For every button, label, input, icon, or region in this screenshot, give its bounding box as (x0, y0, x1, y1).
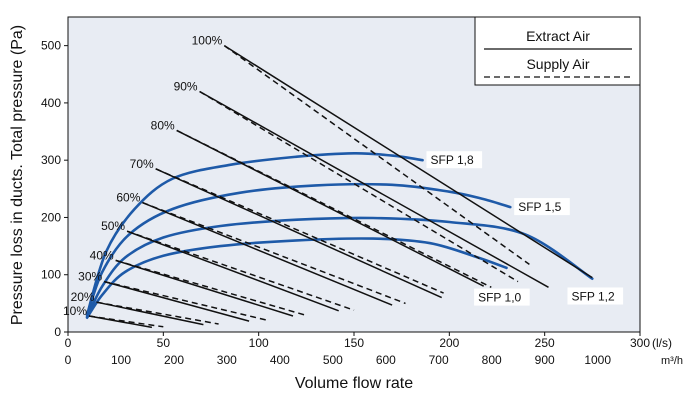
fan-extract-line-5 (126, 230, 339, 312)
x-secondary-tick-label-2: 200 (164, 353, 184, 367)
fan-speed-label-3: 70% (130, 157, 154, 171)
x-tick-label-5: 250 (535, 336, 555, 350)
fan-extract-line-3 (155, 168, 443, 299)
fan-speed-label-2: 80% (151, 118, 175, 132)
legend-extract-label: Extract Air (526, 28, 590, 44)
x-tick-label-2: 100 (249, 336, 269, 350)
fan-extract-line-8 (96, 301, 204, 326)
sfp-label-2: SFP 1,2 (572, 290, 615, 304)
x-secondary-tick-label-8: 800 (482, 353, 502, 367)
fan-speed-label-5: 50% (101, 219, 125, 233)
x-secondary-tick-label-4: 400 (270, 353, 290, 367)
fan-supply-line-1 (199, 90, 519, 283)
y-tick-label-2: 200 (41, 210, 61, 224)
y-tick-label-1: 100 (41, 268, 61, 282)
fan-extract-line-4 (142, 201, 393, 306)
fan-speed-label-0: 100% (192, 34, 223, 48)
sfp-label-1: SFP 1,5 (518, 200, 561, 214)
x-secondary-tick-label-9: 900 (535, 353, 555, 367)
x-axis-unit-ls: (l/s) (652, 336, 672, 350)
y-tick-label-3: 300 (41, 153, 61, 167)
sfp-curve-0 (85, 151, 424, 317)
fan-supply-line-6 (115, 259, 307, 317)
x-secondary-tick-label-10: 1000 (584, 353, 611, 367)
x-secondary-tick-label-5: 500 (323, 353, 343, 367)
y-tick-label-5: 500 (41, 39, 61, 53)
fan-supply-line-5 (126, 230, 355, 311)
fan-extract-line-7 (104, 280, 250, 322)
x-axis-title: Volume flow rate (295, 375, 413, 392)
x-secondary-tick-label-7: 700 (429, 353, 449, 367)
fan-speed-label-9: 10% (63, 304, 87, 318)
fan-supply-line-7 (104, 280, 267, 321)
sfp-label-bg-2 (567, 287, 624, 305)
sfp-curve-1 (85, 182, 512, 318)
fan-extract-line-2 (176, 129, 485, 287)
legend-supply-label: Supply Air (526, 56, 589, 72)
fan-extract-line-1 (199, 90, 549, 288)
fan-speed-label-8: 20% (71, 290, 95, 304)
x-secondary-tick-label-0: 0 (65, 353, 72, 367)
y-axis-title: Pressure loss in ducts. Total pressure (… (9, 25, 26, 325)
fan-speed-label-6: 40% (90, 248, 114, 262)
legend: Extract Air Supply Air (474, 16, 641, 86)
legend-box (474, 16, 641, 86)
sfp-label-bg-0 (426, 151, 483, 169)
y-tick-label-0: 0 (54, 325, 61, 339)
x-axis-unit-m3h: m³/h (661, 355, 683, 367)
fan-supply-line-9 (88, 315, 164, 328)
x-secondary-tick-label-3: 300 (217, 353, 237, 367)
sfp-label-3: SFP 1,0 (478, 291, 521, 305)
sfp-label-0: SFP 1,8 (431, 153, 474, 167)
sfp-label-bg-1 (514, 198, 570, 216)
sfp-curve-3 (85, 237, 508, 319)
fan-supply-line-0 (223, 44, 530, 266)
fan-speed-label-1: 90% (174, 80, 198, 94)
sfp-label-bg-3 (474, 288, 530, 306)
fan-supply-line-2 (176, 129, 492, 288)
x-tick-label-0: 0 (65, 336, 72, 350)
x-secondary-tick-label-6: 600 (376, 353, 396, 367)
x-tick-label-3: 150 (344, 336, 364, 350)
fan-supply-line-4 (142, 201, 406, 305)
x-secondary-tick-label-1: 100 (111, 353, 131, 367)
x-tick-label-1: 50 (157, 336, 171, 350)
fan-extract-line-0 (223, 44, 593, 279)
y-tick-label-4: 400 (41, 96, 61, 110)
fan-supply-line-3 (155, 168, 444, 294)
fan-supply-line-8 (96, 301, 219, 325)
fan-speed-label-4: 60% (116, 191, 140, 205)
x-tick-label-6: 300 (630, 336, 650, 350)
fan-speed-label-7: 30% (78, 270, 102, 284)
x-tick-label-4: 200 (439, 336, 459, 350)
